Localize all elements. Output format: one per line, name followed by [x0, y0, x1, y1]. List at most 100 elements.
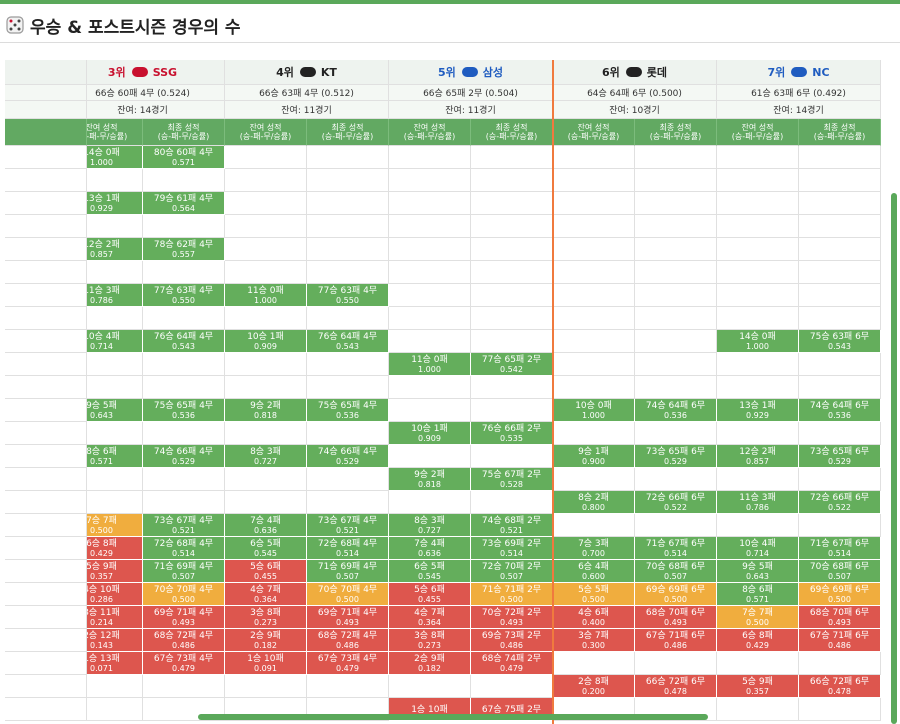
remaining-record-cell[interactable]: 9승 5패 0.643 — [717, 560, 799, 583]
final-record-cell[interactable]: 75승 67패 2무 0.528 — [471, 468, 553, 491]
final-record-cell[interactable]: 70승 70패 4무 0.500 — [143, 583, 225, 606]
final-record-cell[interactable]: 69승 73패 2무 0.486 — [471, 629, 553, 652]
final-record-cell[interactable]: 74승 64패 6무 0.536 — [799, 399, 881, 422]
remaining-record-cell[interactable]: 2승 9패 0.182 — [225, 629, 307, 652]
remaining-record-cell[interactable]: 6승 4패 0.600 — [553, 560, 635, 583]
final-record-cell[interactable]: 71승 67패 6무 0.514 — [799, 537, 881, 560]
final-record-cell[interactable]: 66승 72패 6무 0.478 — [799, 675, 881, 698]
remaining-record-cell[interactable]: 9승 2패 0.818 — [389, 468, 471, 491]
final-record-cell[interactable]: 67승 71패 6무 0.486 — [635, 629, 717, 652]
remaining-record-cell[interactable]: 10승 1패 0.909 — [389, 422, 471, 445]
remaining-record-cell[interactable]: 10승 0패 1.000 — [553, 399, 635, 422]
final-record-cell[interactable]: 73승 65패 6무 0.529 — [799, 445, 881, 468]
remaining-record-cell[interactable]: 6승 5패 0.545 — [389, 560, 471, 583]
remaining-record-cell[interactable]: 4승 7패 0.364 — [225, 583, 307, 606]
final-record-cell[interactable]: 76승 64패 4무 0.543 — [307, 330, 389, 353]
final-record-cell[interactable]: 66승 72패 6무 0.478 — [635, 675, 717, 698]
remaining-record-cell[interactable]: 8승 2패 0.800 — [553, 491, 635, 514]
final-record-cell[interactable]: 70승 72패 2무 0.493 — [471, 606, 553, 629]
final-record-cell[interactable]: 75승 65패 4무 0.536 — [143, 399, 225, 422]
remaining-record-cell[interactable]: 12승 2패 0.857 — [717, 445, 799, 468]
final-record-cell[interactable]: 68승 74패 2무 0.479 — [471, 652, 553, 675]
final-record-cell[interactable]: 76승 66패 2무 0.535 — [471, 422, 553, 445]
final-record-cell[interactable]: 72승 68패 4무 0.514 — [307, 537, 389, 560]
horizontal-scrollbar[interactable] — [198, 714, 708, 720]
final-record-cell[interactable]: 69승 71패 4무 0.493 — [307, 606, 389, 629]
final-record-cell[interactable]: 69승 71패 4무 0.493 — [143, 606, 225, 629]
final-record-cell[interactable]: 73승 67패 4무 0.521 — [143, 514, 225, 537]
remaining-record-cell[interactable]: 5승 9패 0.357 — [717, 675, 799, 698]
remaining-record-cell[interactable]: 11승 0패 1.000 — [225, 284, 307, 307]
final-record-cell[interactable]: 80승 60패 4무 0.571 — [143, 146, 225, 169]
remaining-record-cell[interactable]: 8승 6패 0.571 — [717, 583, 799, 606]
remaining-record-cell[interactable]: 9승 2패 0.818 — [225, 399, 307, 422]
final-record-cell[interactable]: 71승 71패 2무 0.500 — [471, 583, 553, 606]
final-record-cell[interactable]: 67승 71패 6무 0.486 — [799, 629, 881, 652]
team-header-0[interactable]: 3위 SSG — [61, 60, 225, 85]
remaining-record-cell[interactable]: 1승 10패 0.091 — [225, 652, 307, 675]
remaining-record-cell[interactable]: 3승 8패 0.273 — [389, 629, 471, 652]
final-record-cell[interactable]: 73승 69패 2무 0.514 — [471, 537, 553, 560]
remaining-record-cell[interactable]: 3승 7패 0.300 — [553, 629, 635, 652]
remaining-record-cell[interactable]: 10승 4패 0.714 — [717, 537, 799, 560]
final-record-cell[interactable]: 68승 70패 6무 0.493 — [635, 606, 717, 629]
team-header-1[interactable]: 4위 KT — [225, 60, 389, 85]
final-record-cell[interactable]: 68승 70패 6무 0.493 — [799, 606, 881, 629]
team-header-3[interactable]: 6위 롯데 — [553, 60, 717, 85]
final-record-cell[interactable]: 73승 67패 4무 0.521 — [307, 514, 389, 537]
remaining-record-cell[interactable]: 6승 5패 0.545 — [225, 537, 307, 560]
final-record-cell[interactable]: 72승 68패 4무 0.514 — [143, 537, 225, 560]
team-header-4[interactable]: 7위 NC — [717, 60, 881, 85]
remaining-record-cell[interactable]: 7승 4패 0.636 — [225, 514, 307, 537]
final-record-cell[interactable]: 70승 68패 6무 0.507 — [799, 560, 881, 583]
final-record-cell[interactable]: 78승 62패 4무 0.557 — [143, 238, 225, 261]
remaining-record-cell[interactable]: 6승 8패 0.429 — [717, 629, 799, 652]
remaining-record-cell[interactable]: 8승 3패 0.727 — [225, 445, 307, 468]
vertical-scrollbar[interactable] — [891, 193, 897, 724]
remaining-record-cell[interactable]: 10승 1패 0.909 — [225, 330, 307, 353]
final-record-cell[interactable]: 71승 69패 4무 0.507 — [143, 560, 225, 583]
remaining-record-cell[interactable]: 8승 3패 0.727 — [389, 514, 471, 537]
final-record-cell[interactable]: 73승 65패 6무 0.529 — [635, 445, 717, 468]
remaining-record-cell[interactable]: 11승 0패 1.000 — [389, 353, 471, 376]
final-record-cell[interactable]: 74승 66패 4무 0.529 — [143, 445, 225, 468]
remaining-record-cell[interactable]: 4승 7패 0.364 — [389, 606, 471, 629]
final-record-cell[interactable]: 76승 64패 4무 0.543 — [143, 330, 225, 353]
remaining-record-cell[interactable]: 7승 4패 0.636 — [389, 537, 471, 560]
scenario-table[interactable]: 순위성적잔여경기승률3위SSG66승 60패 4무 (0.524)잔여: 14경… — [5, 60, 892, 724]
remaining-record-cell[interactable]: 7승 7패 0.500 — [717, 606, 799, 629]
final-record-cell[interactable]: 67승 73패 4무 0.479 — [307, 652, 389, 675]
remaining-record-cell[interactable]: 4승 6패 0.400 — [553, 606, 635, 629]
final-record-cell[interactable]: 72승 66패 6무 0.522 — [635, 491, 717, 514]
remaining-record-cell[interactable]: 14승 0패 1.000 — [717, 330, 799, 353]
remaining-record-cell[interactable]: 2승 8패 0.200 — [553, 675, 635, 698]
final-record-cell[interactable]: 77승 63패 4무 0.550 — [143, 284, 225, 307]
remaining-record-cell[interactable]: 3승 8패 0.273 — [225, 606, 307, 629]
final-record-cell[interactable]: 70승 70패 4무 0.500 — [307, 583, 389, 606]
final-record-cell[interactable]: 75승 63패 6무 0.543 — [799, 330, 881, 353]
remaining-record-cell[interactable]: 9승 1패 0.900 — [553, 445, 635, 468]
final-record-cell[interactable]: 74승 66패 4무 0.529 — [307, 445, 389, 468]
final-record-cell[interactable]: 75승 65패 4무 0.536 — [307, 399, 389, 422]
final-record-cell[interactable]: 74승 64패 6무 0.536 — [635, 399, 717, 422]
final-record-cell[interactable]: 68승 72패 4무 0.486 — [143, 629, 225, 652]
remaining-record-cell[interactable]: 5승 6패 0.455 — [225, 560, 307, 583]
remaining-record-cell[interactable]: 5승 6패 0.455 — [389, 583, 471, 606]
remaining-record-cell[interactable]: 13승 1패 0.929 — [717, 399, 799, 422]
final-record-cell[interactable]: 71승 69패 4무 0.507 — [307, 560, 389, 583]
final-record-cell[interactable]: 71승 67패 6무 0.514 — [635, 537, 717, 560]
final-record-cell[interactable]: 72승 70패 2무 0.507 — [471, 560, 553, 583]
final-record-cell[interactable]: 72승 66패 6무 0.522 — [799, 491, 881, 514]
remaining-record-cell[interactable]: 5승 5패 0.500 — [553, 583, 635, 606]
remaining-record-cell[interactable]: 11승 3패 0.786 — [717, 491, 799, 514]
final-record-cell[interactable]: 77승 63패 4무 0.550 — [307, 284, 389, 307]
team-header-2[interactable]: 5위 삼성 — [389, 60, 553, 85]
remaining-record-cell[interactable]: 2승 9패 0.182 — [389, 652, 471, 675]
final-record-cell[interactable]: 67승 73패 4무 0.479 — [143, 652, 225, 675]
final-record-cell[interactable]: 68승 72패 4무 0.486 — [307, 629, 389, 652]
final-record-cell[interactable]: 74승 68패 2무 0.521 — [471, 514, 553, 537]
final-record-cell[interactable]: 70승 68패 6무 0.507 — [635, 560, 717, 583]
final-record-cell[interactable]: 77승 65패 2무 0.542 — [471, 353, 553, 376]
final-record-cell[interactable]: 79승 61패 4무 0.564 — [143, 192, 225, 215]
remaining-record-cell[interactable]: 7승 3패 0.700 — [553, 537, 635, 560]
